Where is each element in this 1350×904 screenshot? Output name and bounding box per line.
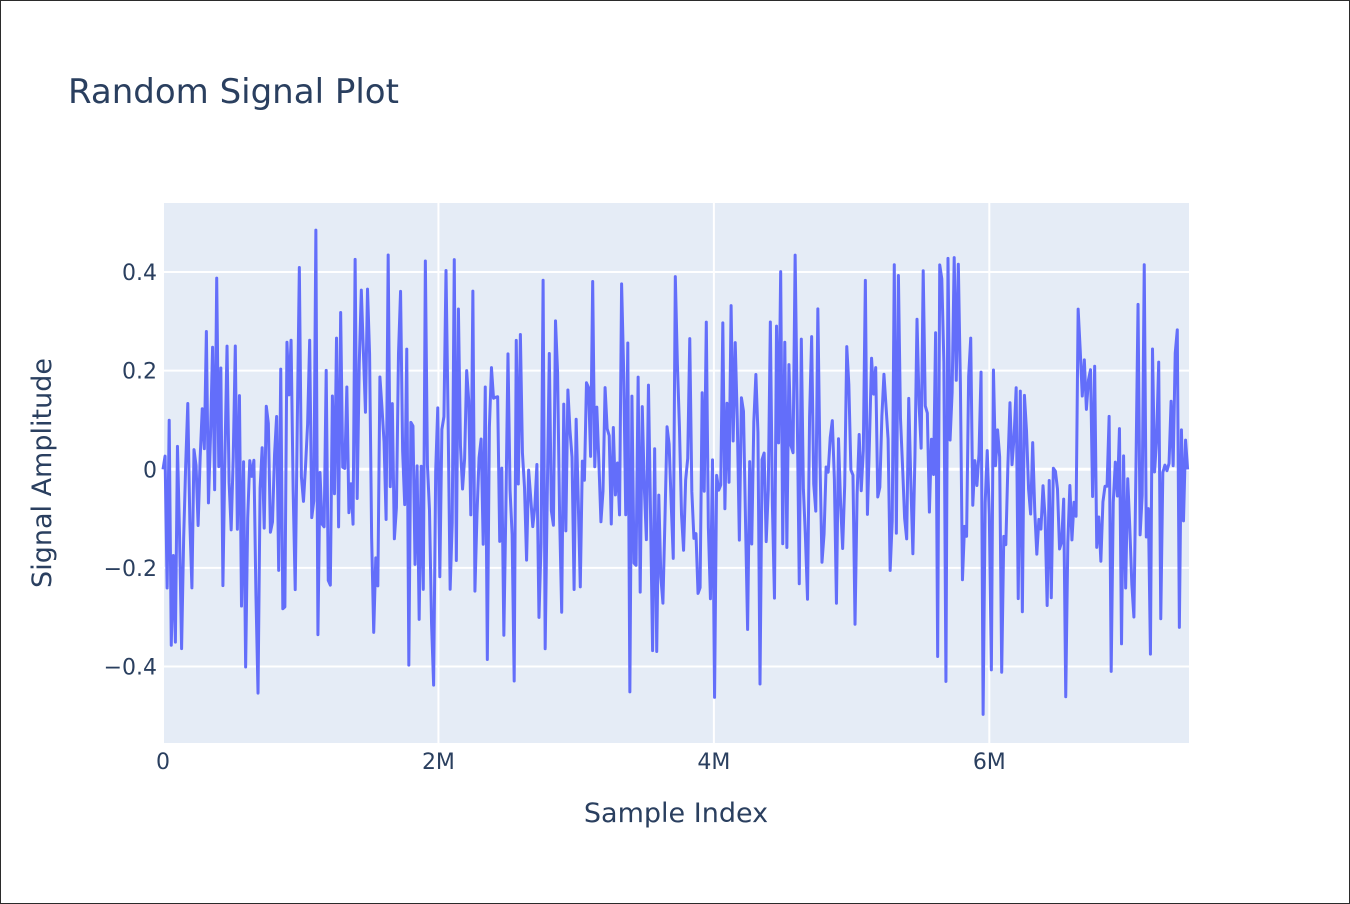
y-tick-label: −0.2 <box>104 557 157 582</box>
x-axis-ticks: 0 2M 4M 6M <box>156 750 1006 775</box>
y-tick-label: 0.4 <box>122 261 157 286</box>
y-axis-title: Signal Amplitude <box>27 358 58 588</box>
x-tick-label: 6M <box>973 750 1006 775</box>
x-tick-label: 2M <box>422 750 455 775</box>
y-tick-label: −0.4 <box>104 656 157 681</box>
x-tick-label: 0 <box>156 750 170 775</box>
x-axis-title: Sample Index <box>584 798 768 829</box>
signal-series <box>161 228 1190 716</box>
y-axis-ticks: −0.4 −0.2 0 0.2 0.4 <box>104 261 157 681</box>
y-tick-label: 0.2 <box>122 360 157 385</box>
y-tick-label: 0 <box>143 458 157 483</box>
x-tick-label: 4M <box>697 750 730 775</box>
chart-title: Random Signal Plot <box>68 72 399 112</box>
signal-line <box>161 228 1190 716</box>
